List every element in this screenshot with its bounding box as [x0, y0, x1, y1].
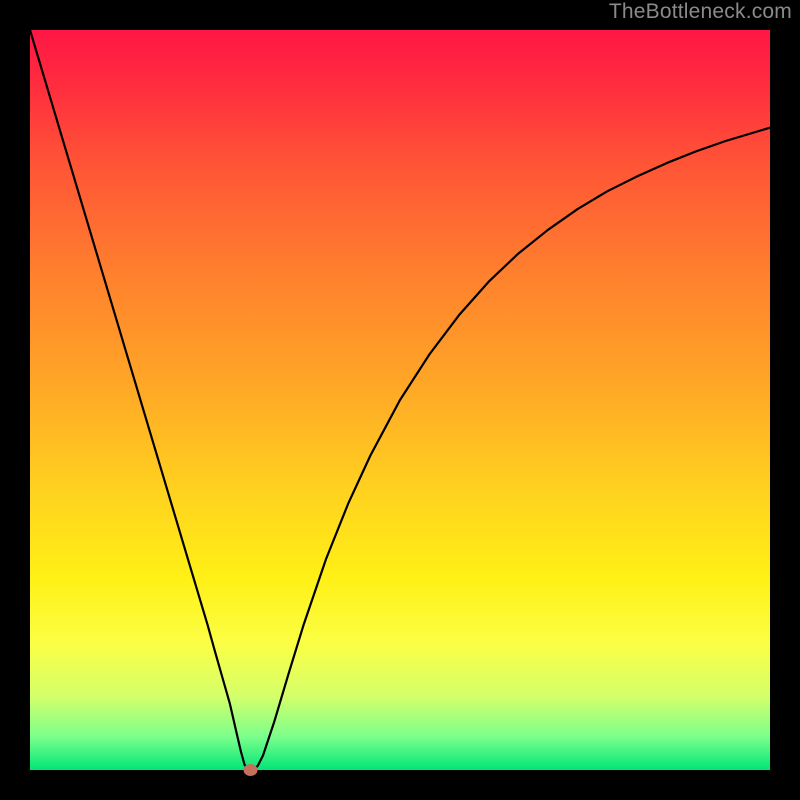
null-point-marker — [244, 764, 258, 776]
bottleneck-chart — [0, 0, 800, 800]
watermark-text: TheBottleneck.com — [609, 0, 792, 24]
chart-container: { "watermark": { "text": "TheBottleneck.… — [0, 0, 800, 800]
